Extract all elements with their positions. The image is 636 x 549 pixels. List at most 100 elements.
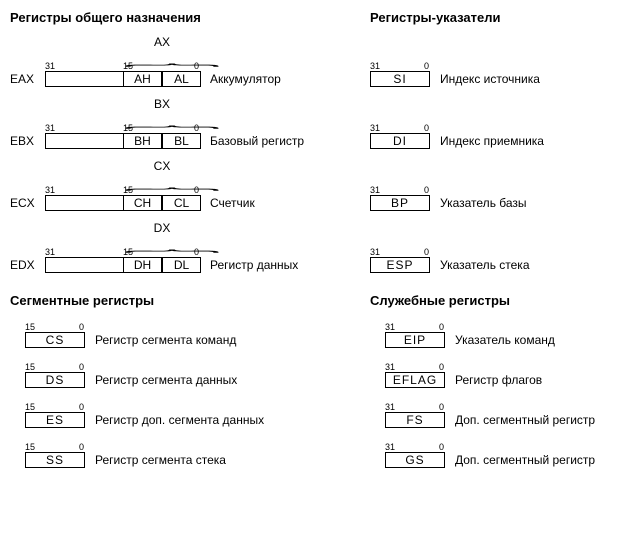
- service-reg-fs: 31 0FS Доп. сегментный регистр: [370, 398, 630, 438]
- reg-box: EIP: [385, 332, 445, 348]
- reg-desc: Регистр сегмента команд: [95, 333, 236, 347]
- reg-desc: Базовый регистр: [210, 134, 304, 148]
- bit-0: 0: [424, 247, 429, 257]
- bit-0: 0: [424, 61, 429, 71]
- bit-15: 15: [123, 185, 133, 195]
- bit-15: 15: [123, 247, 133, 257]
- title-pointer: Регистры-указатели: [370, 10, 630, 25]
- service-reg-eflag: 31 0EFLAG Регистр флагов: [370, 358, 630, 398]
- bit-31: 31: [45, 61, 55, 71]
- reg-desc: Регистр доп. сегмента данных: [95, 413, 264, 427]
- bit-15: 15: [123, 61, 133, 71]
- reg-name: EAX: [10, 72, 34, 86]
- reg-box: EFLAG: [385, 372, 445, 388]
- reg-desc: Индекс источника: [440, 72, 540, 86]
- bit-0: 0: [194, 185, 199, 195]
- reg-hi: CH: [123, 195, 162, 211]
- reg-desc: Индекс приемника: [440, 134, 544, 148]
- reg-desc: Счетчик: [210, 196, 255, 210]
- brace-icon: ︷: [123, 184, 221, 188]
- brace-icon: ︷: [123, 122, 221, 126]
- reg-desc: Доп. сегментный регистр: [455, 453, 595, 467]
- bit-0: 0: [79, 442, 84, 452]
- pair-label: CX: [123, 159, 201, 173]
- reg-hi: AH: [123, 71, 162, 87]
- reg-desc: Аккумулятор: [210, 72, 281, 86]
- bit-0: 0: [439, 322, 444, 332]
- bit-0: 0: [79, 362, 84, 372]
- bit-15: 15: [123, 123, 133, 133]
- bit-0: 0: [439, 362, 444, 372]
- bit-hi: 15: [25, 362, 35, 372]
- reg-box: ESP: [370, 257, 430, 273]
- bit-hi: 31: [385, 322, 395, 332]
- reg-box: DS: [25, 372, 85, 388]
- bit-hi: 15: [25, 442, 35, 452]
- title-service: Служебные регистры: [370, 293, 630, 308]
- segment-reg-ss: 15 0SS Регистр сегмента стека: [10, 438, 370, 478]
- general-reg-ecx: CX ︷ 31 15 0 ECX CHCL Счетчик: [10, 159, 370, 221]
- pointer-reg-di: 31 0DI Индекс приемника: [370, 97, 630, 159]
- bit-0: 0: [439, 402, 444, 412]
- reg-desc: Регистр сегмента данных: [95, 373, 237, 387]
- bit-hi: 15: [25, 402, 35, 412]
- bit-31: 31: [370, 123, 380, 133]
- pair-label: DX: [123, 221, 201, 235]
- segment-reg-es: 150ESРегистр доп. сегмента данных: [10, 398, 370, 438]
- pair-label: AX: [123, 35, 201, 49]
- reg-lo: BL: [162, 133, 201, 149]
- reg-name: ECX: [10, 196, 35, 210]
- reg-box: FS: [385, 412, 445, 428]
- reg-desc: Указатель стека: [440, 258, 530, 272]
- reg-desc: Регистр данных: [210, 258, 298, 272]
- brace-icon: ︷: [123, 246, 221, 250]
- reg-lo: CL: [162, 195, 201, 211]
- segment-reg-ds: 15 0DS Регистр сегмента данных: [10, 358, 370, 398]
- reg-box: BP: [370, 195, 430, 211]
- service-reg-gs: 31 0GS Доп. сегментный регистр: [370, 438, 630, 478]
- reg-desc: Регистр сегмента стека: [95, 453, 226, 467]
- bit-31: 31: [370, 247, 380, 257]
- reg-hi: DH: [123, 257, 162, 273]
- reg-box: SS: [25, 452, 85, 468]
- pointer-reg-bp: 310BPУказатель базы: [370, 159, 630, 221]
- bit-0: 0: [79, 402, 84, 412]
- general-reg-edx: DX ︷ 31 15 0 EDX DHDL Регистр данных: [10, 221, 370, 283]
- reg-box: SI: [370, 71, 430, 87]
- service-reg-eip: 31 0EIP Указатель команд: [370, 318, 630, 358]
- general-reg-eax: AX ︷ 31 15 0 EAX AHAL Аккумулятор: [10, 35, 370, 97]
- bit-0: 0: [439, 442, 444, 452]
- reg-desc: Указатель базы: [440, 196, 527, 210]
- reg-lo: AL: [162, 71, 201, 87]
- reg-name: EBX: [10, 134, 34, 148]
- bit-31: 31: [370, 61, 380, 71]
- bit-31: 31: [370, 185, 380, 195]
- reg-desc: Регистр флагов: [455, 373, 542, 387]
- reg-desc: Указатель команд: [455, 333, 555, 347]
- bit-hi: 31: [385, 402, 395, 412]
- brace-icon: ︷: [123, 60, 221, 64]
- bit-31: 31: [45, 185, 55, 195]
- reg-lo: DL: [162, 257, 201, 273]
- bit-0: 0: [79, 322, 84, 332]
- bit-0: 0: [194, 61, 199, 71]
- reg-name: EDX: [10, 258, 35, 272]
- reg-box: CS: [25, 332, 85, 348]
- bit-0: 0: [194, 123, 199, 133]
- title-general: Регистры общего назначения: [10, 10, 370, 25]
- general-reg-ebx: BX︷31150EBXBHBLБазовый регистр: [10, 97, 370, 159]
- reg-box: GS: [385, 452, 445, 468]
- bit-0: 0: [424, 123, 429, 133]
- pointer-reg-esp: 31 0ESP Указатель стека: [370, 221, 630, 283]
- bit-hi: 31: [385, 442, 395, 452]
- reg-desc: Доп. сегментный регистр: [455, 413, 595, 427]
- segment-reg-cs: 15 0CS Регистр сегмента команд: [10, 318, 370, 358]
- bit-31: 31: [45, 247, 55, 257]
- bit-31: 31: [45, 123, 55, 133]
- reg-box: DI: [370, 133, 430, 149]
- bit-hi: 31: [385, 362, 395, 372]
- pointer-reg-si: 31 0SI Индекс источника: [370, 35, 630, 97]
- bit-0: 0: [194, 247, 199, 257]
- bit-hi: 15: [25, 322, 35, 332]
- reg-hi: BH: [123, 133, 162, 149]
